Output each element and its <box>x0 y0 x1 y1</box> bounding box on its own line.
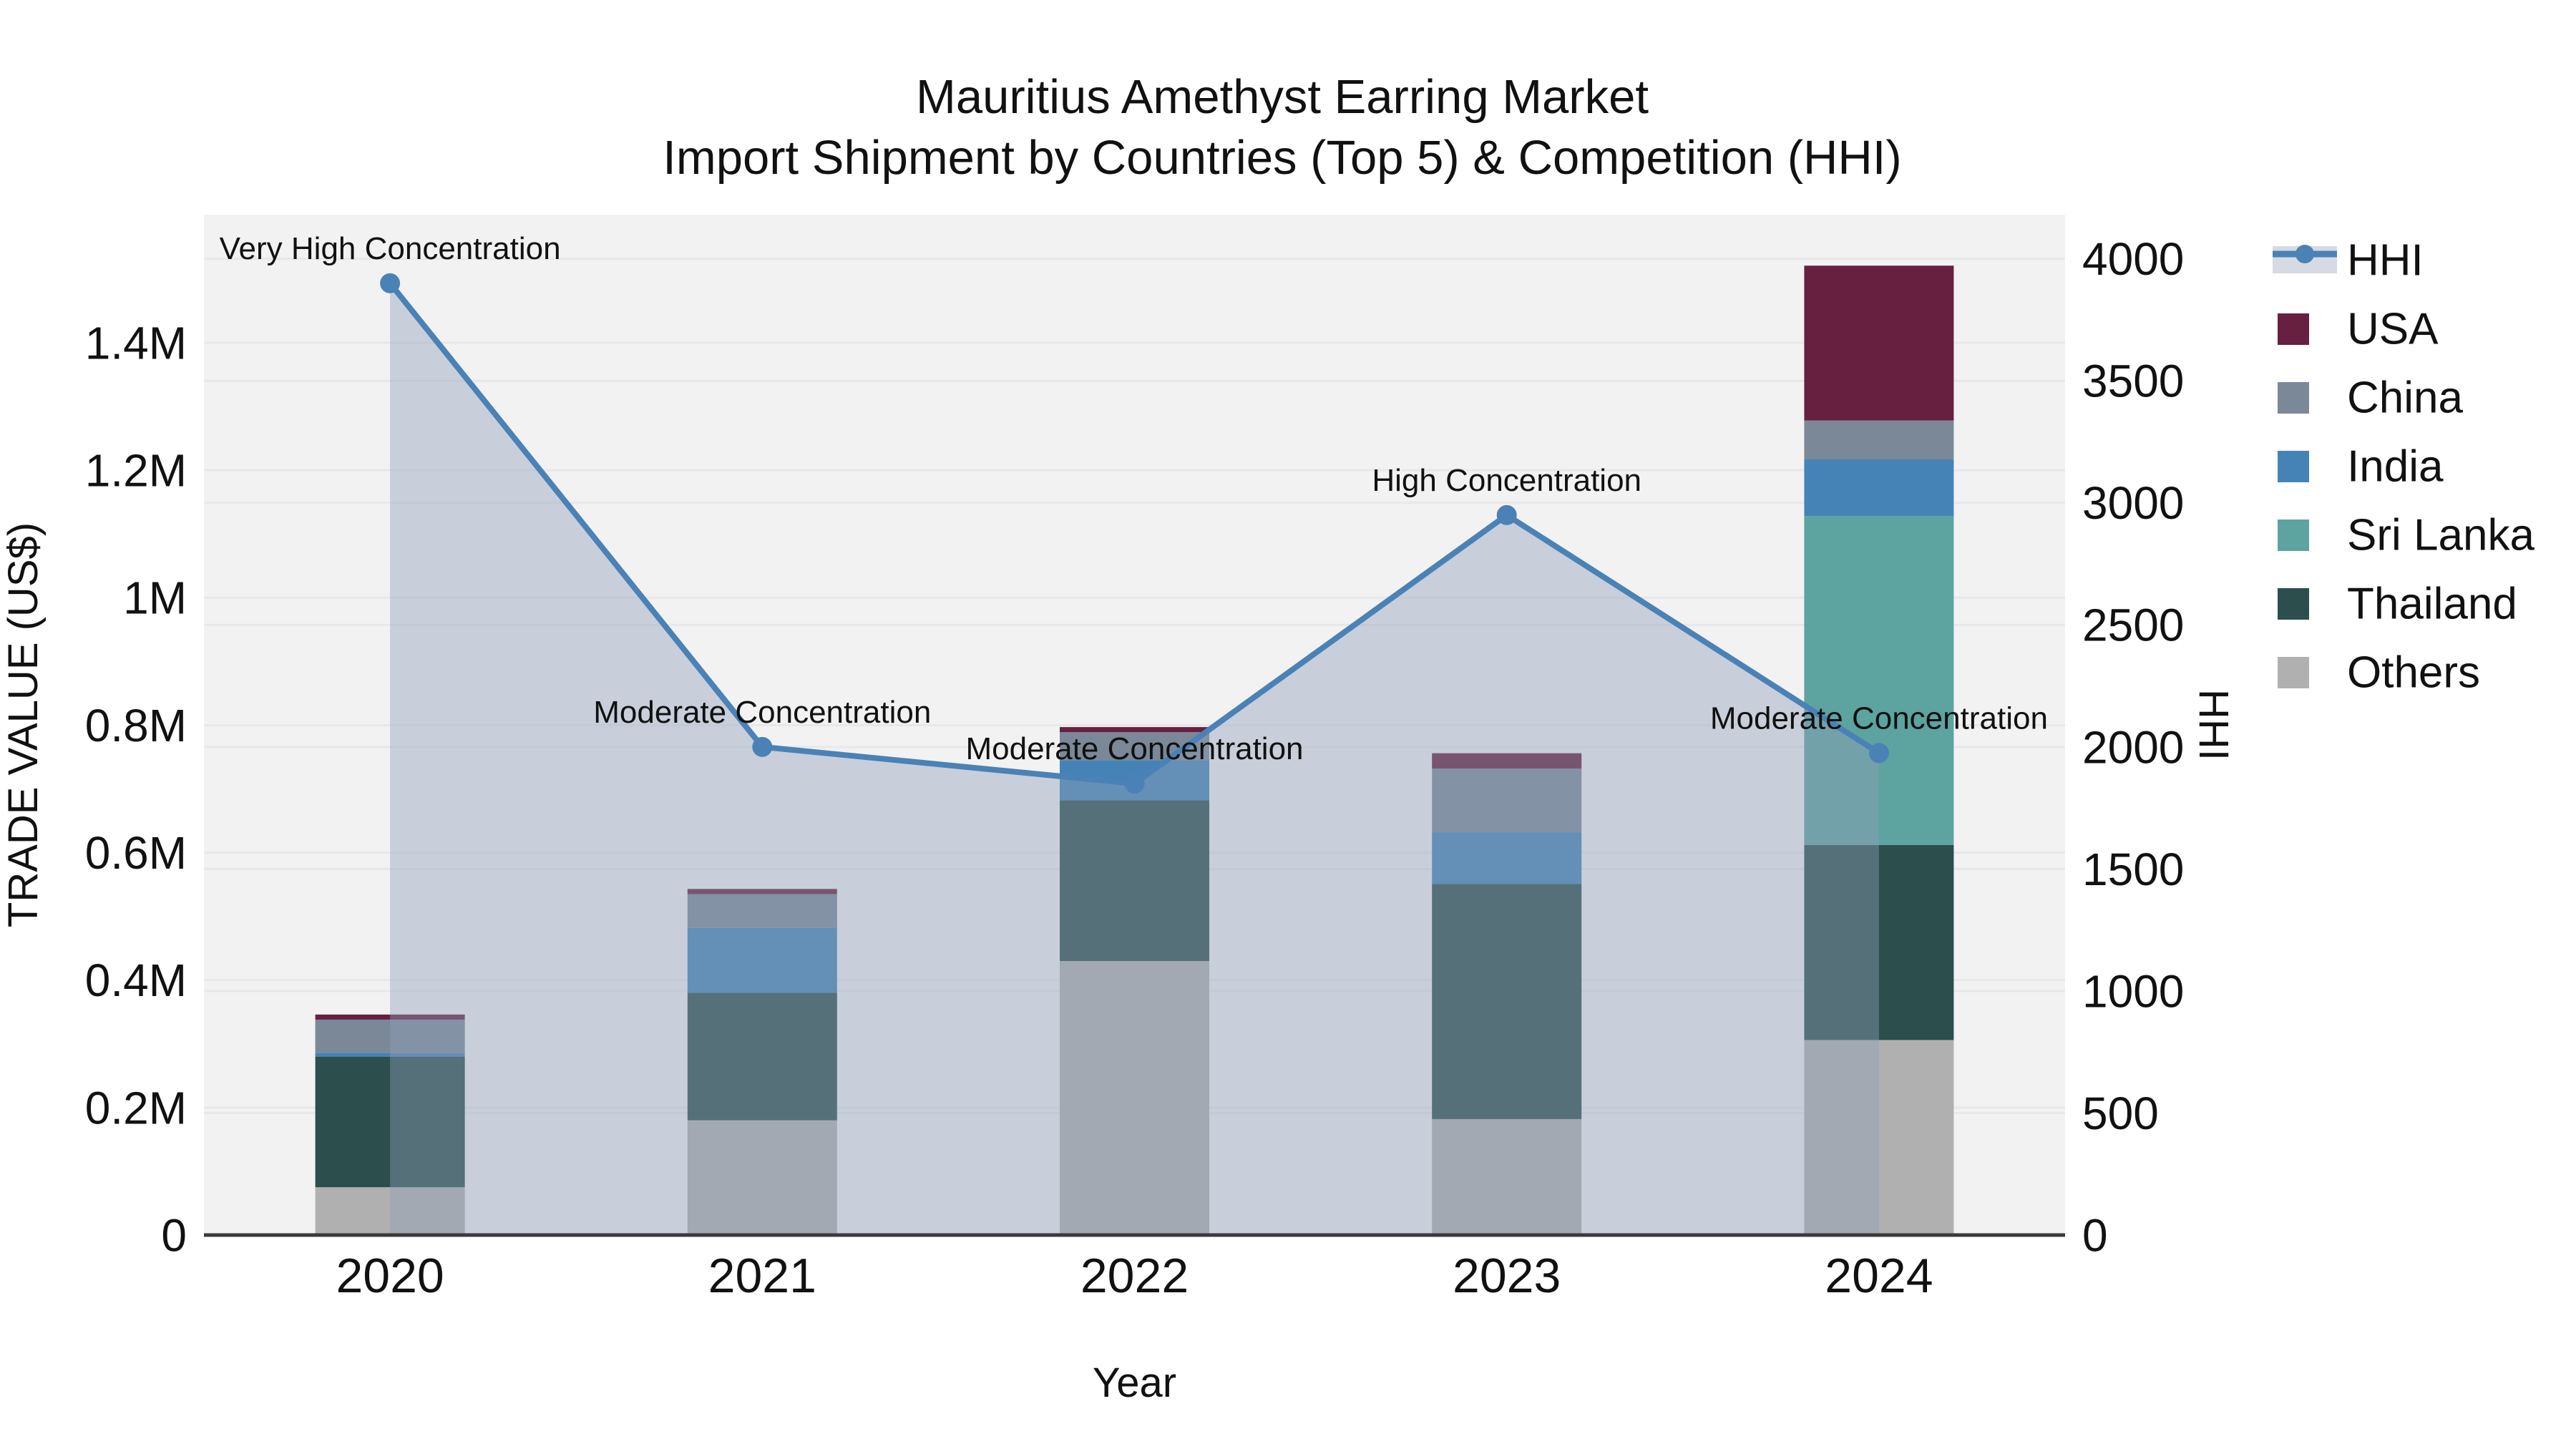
bar-segment-Others-2024 <box>1804 1040 1954 1235</box>
axis-title-left: TRADE VALUE (US$) <box>0 522 47 927</box>
y-right-tick-label-1500: 1500 <box>2082 844 2184 895</box>
hhi-marker-2022 <box>1124 774 1145 794</box>
hhi-marker-2024 <box>1868 743 1889 763</box>
bar-segment-China-2021 <box>687 894 837 928</box>
bar-segment-Others-2023 <box>1432 1118 1582 1235</box>
bar-segment-Others-2020 <box>315 1187 465 1235</box>
annotation-2023: High Concentration <box>1372 463 1641 498</box>
annotation-2024: Moderate Concentration <box>1710 701 2048 736</box>
y-right-tick-label-1000: 1000 <box>2082 965 2184 1017</box>
axis-title-x: Year <box>1093 1360 1176 1406</box>
legend-label-Sri-Lanka: Sri Lanka <box>2347 511 2534 560</box>
chart-title-line2: Import Shipment by Countries (Top 5) & C… <box>663 131 1901 185</box>
hhi-marker-2023 <box>1496 504 1517 525</box>
bar-segment-Others-2021 <box>687 1120 837 1235</box>
bar-segment-USA-2020 <box>315 1014 465 1020</box>
y-left-tick-label-0.4M: 0.4M <box>85 955 187 1006</box>
y-left-tick-label-0.8M: 0.8M <box>85 700 187 751</box>
y-right-tick-label-2500: 2500 <box>2082 600 2184 651</box>
annotation-2020: Very High Concentration <box>220 231 561 266</box>
bar-segment-USA-2023 <box>1432 753 1582 769</box>
y-left-tick-label-1.2M: 1.2M <box>85 445 187 497</box>
bar-segment-China-2023 <box>1432 769 1582 833</box>
hhi-marker-2021 <box>752 736 773 757</box>
y-left-tick-label-0.2M: 0.2M <box>85 1082 187 1133</box>
bar-segment-USA-2021 <box>687 889 837 894</box>
annotation-2021: Moderate Concentration <box>593 695 931 730</box>
bar-segment-India-2024 <box>1804 459 1954 517</box>
legend-swatch-USA <box>2278 313 2309 345</box>
bar-segment-Thailand-2024 <box>1804 844 1954 1040</box>
chart-title-line1: Mauritius Amethyst Earring Market <box>916 70 1649 124</box>
bar-segment-Sri-Lanka-2024 <box>1804 516 1954 845</box>
y-right-tick-label-3000: 3000 <box>2082 477 2184 529</box>
legend-swatch-Others <box>2278 657 2309 688</box>
x-tick-label-2022: 2022 <box>1080 1249 1189 1303</box>
bar-segment-Others-2022 <box>1060 961 1209 1235</box>
legend-swatch-Sri-Lanka <box>2278 519 2309 551</box>
y-left-tick-label-0: 0 <box>161 1209 187 1261</box>
legend-swatch-India <box>2278 451 2309 482</box>
axis-title-right: HHI <box>2190 689 2237 761</box>
legend-label-China: China <box>2347 374 2464 423</box>
y-left-tick-label-0.6M: 0.6M <box>85 827 187 879</box>
y-right-tick-label-500: 500 <box>2082 1088 2159 1139</box>
y-right-tick-label-3500: 3500 <box>2082 356 2184 407</box>
legend-label-India: India <box>2347 442 2444 492</box>
legend-label-Thailand: Thailand <box>2347 580 2517 629</box>
bar-segment-Thailand-2021 <box>687 992 837 1121</box>
legend-label-HHI: HHI <box>2347 236 2424 286</box>
annotation-2022: Moderate Concentration <box>965 731 1303 766</box>
bar-segment-India-2023 <box>1432 832 1582 884</box>
bar-segment-China-2020 <box>315 1019 465 1053</box>
legend-swatch-China <box>2278 382 2309 414</box>
bar-segment-Thailand-2020 <box>315 1056 465 1188</box>
x-tick-label-2023: 2023 <box>1453 1249 1561 1303</box>
bar-segment-USA-2024 <box>1804 265 1954 421</box>
bar-segment-Thailand-2022 <box>1060 800 1209 962</box>
bar-segment-India-2020 <box>315 1053 465 1057</box>
y-right-tick-label-2000: 2000 <box>2082 721 2184 773</box>
legend-swatch-Thailand <box>2278 588 2309 620</box>
y-right-tick-label-0: 0 <box>2082 1209 2108 1261</box>
x-tick-label-2024: 2024 <box>1825 1249 1933 1303</box>
legend-label-Others: Others <box>2347 648 2480 698</box>
bar-segment-China-2024 <box>1804 420 1954 460</box>
bar-segment-Thailand-2023 <box>1432 884 1582 1119</box>
hhi-marker-2020 <box>380 273 401 293</box>
bar-segment-India-2021 <box>687 927 837 993</box>
y-left-tick-label-1M: 1M <box>123 572 187 624</box>
legend-label-USA: USA <box>2347 305 2439 354</box>
x-tick-label-2020: 2020 <box>336 1249 444 1303</box>
bar-segment-USA-2022 <box>1060 727 1209 733</box>
x-tick-label-2021: 2021 <box>708 1249 816 1303</box>
y-left-tick-label-1.4M: 1.4M <box>85 317 187 369</box>
y-right-tick-label-4000: 4000 <box>2082 233 2184 285</box>
legend-marker-icon <box>2296 245 2314 263</box>
